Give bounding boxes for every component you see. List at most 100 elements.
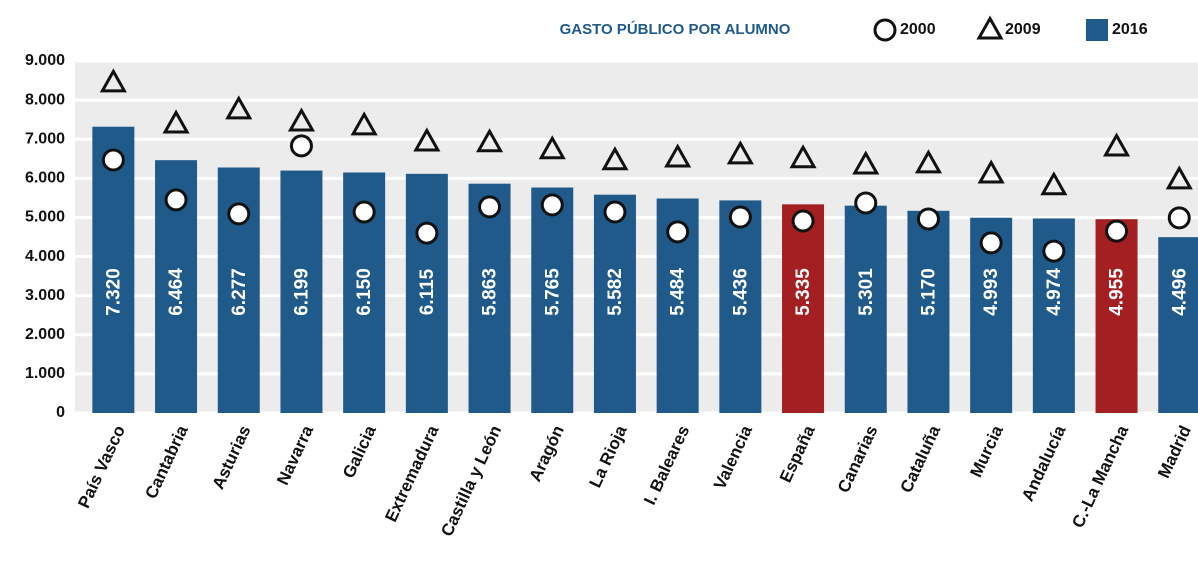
y-tick-label: 7.000 xyxy=(25,130,65,147)
value-label: 4.955 xyxy=(1107,268,1128,316)
y-tick-label: 2.000 xyxy=(25,326,65,343)
triangle-marker xyxy=(162,109,190,134)
value-label: 5.484 xyxy=(668,268,689,316)
y-tick-label: 8.000 xyxy=(25,91,65,108)
x-tick-label: Galicia xyxy=(339,422,380,481)
circle-marker xyxy=(289,134,313,158)
circle-marker xyxy=(415,221,439,245)
x-tick-label: I. Baleares xyxy=(640,423,693,508)
triangle-marker xyxy=(225,95,253,120)
circle-marker xyxy=(791,209,815,233)
circle-marker xyxy=(1042,239,1066,263)
value-label: 4.496 xyxy=(1169,268,1190,316)
bar xyxy=(593,194,636,413)
triangle-marker xyxy=(664,143,692,168)
triangle-marker xyxy=(538,135,566,160)
legend-label: 2009 xyxy=(1005,21,1041,38)
x-tick-label: Cantabria xyxy=(141,422,192,502)
circle-marker xyxy=(164,188,188,212)
x-tick-label: País Vasco xyxy=(74,423,129,512)
x-tick-label: C.-La Mancha xyxy=(1068,422,1132,531)
bar xyxy=(1095,219,1138,413)
y-tick-label: 0 xyxy=(56,404,65,421)
legend-marker xyxy=(873,18,897,42)
triangle-marker xyxy=(99,68,127,93)
triangle-marker xyxy=(350,111,378,136)
circle-marker xyxy=(1167,206,1191,230)
x-tick-label: Murcia xyxy=(966,422,1007,480)
circle-marker xyxy=(854,191,878,215)
triangle-marker xyxy=(1102,132,1131,157)
bar xyxy=(719,200,762,413)
value-label: 5.170 xyxy=(918,268,939,316)
triangle-marker xyxy=(287,107,316,132)
circle-marker xyxy=(540,193,564,217)
triangle-marker xyxy=(1040,171,1068,196)
value-label: 5.863 xyxy=(480,268,501,316)
value-label: 6.150 xyxy=(354,268,375,316)
y-tick-label: 1.000 xyxy=(25,365,65,382)
circle-marker xyxy=(478,195,502,219)
x-tick-label: España xyxy=(776,422,819,485)
triangle-marker xyxy=(601,146,629,171)
bar xyxy=(468,183,511,413)
value-label: 5.335 xyxy=(793,268,814,316)
value-label: 4.974 xyxy=(1044,268,1065,316)
triangle-marker xyxy=(852,150,880,175)
bar xyxy=(907,210,950,413)
x-tick-label: Valencia xyxy=(710,422,756,492)
x-tick-label: Cataluña xyxy=(897,422,945,496)
circle-marker xyxy=(101,148,125,172)
x-tick-label: Navarra xyxy=(273,422,317,488)
value-label: 6.115 xyxy=(417,268,438,315)
value-label: 5.301 xyxy=(856,268,877,316)
circle-marker xyxy=(979,231,1003,255)
x-tick-label: Andalucía xyxy=(1018,422,1070,504)
y-tick-label: 5.000 xyxy=(25,209,65,226)
circle-marker xyxy=(352,200,376,224)
bar xyxy=(405,173,448,413)
legend-marker xyxy=(976,15,1004,40)
y-tick-label: 9.000 xyxy=(25,52,65,69)
value-label: 5.436 xyxy=(730,268,751,316)
chart-title: GASTO PÚBLICO POR ALUMNO xyxy=(560,20,791,38)
legend-marker xyxy=(1086,19,1108,41)
y-tick-label: 4.000 xyxy=(25,248,65,265)
bar xyxy=(1158,237,1198,413)
triangle-marker xyxy=(475,128,504,153)
legend-label: 2016 xyxy=(1112,21,1148,38)
x-tick-label: Asturias xyxy=(208,423,254,493)
x-tick-label: Aragón xyxy=(526,423,568,485)
x-tick-label: Canarias xyxy=(834,423,882,496)
triangle-marker xyxy=(914,149,943,174)
bar xyxy=(844,205,887,413)
value-label: 5.582 xyxy=(605,268,626,316)
circle-marker xyxy=(666,220,690,244)
circle-marker xyxy=(603,200,627,224)
triangle-marker xyxy=(413,127,441,152)
bar xyxy=(782,204,825,413)
value-label: 6.464 xyxy=(166,268,187,316)
bar xyxy=(531,187,574,413)
value-label: 7.320 xyxy=(103,268,124,316)
value-label: 6.277 xyxy=(229,268,250,316)
value-label: 5.765 xyxy=(542,268,563,316)
y-tick-label: 6.000 xyxy=(25,170,65,187)
value-label: 4.993 xyxy=(981,268,1002,316)
circle-marker xyxy=(916,207,940,231)
x-tick-label: Extremadura xyxy=(381,422,442,525)
x-tick-label: Castilla y León xyxy=(437,423,505,540)
triangle-marker xyxy=(726,140,754,165)
bar xyxy=(280,170,323,413)
x-tick-label: La Rioja xyxy=(585,422,630,490)
triangle-marker xyxy=(977,159,1005,184)
bar xyxy=(92,126,135,413)
circle-marker xyxy=(728,205,752,229)
x-tick-label: Madrid xyxy=(1154,423,1195,482)
circle-marker xyxy=(227,202,251,226)
circle-marker xyxy=(1105,219,1129,243)
legend-label: 2000 xyxy=(900,21,936,38)
value-label: 6.199 xyxy=(291,268,312,316)
triangle-marker xyxy=(1165,165,1193,190)
